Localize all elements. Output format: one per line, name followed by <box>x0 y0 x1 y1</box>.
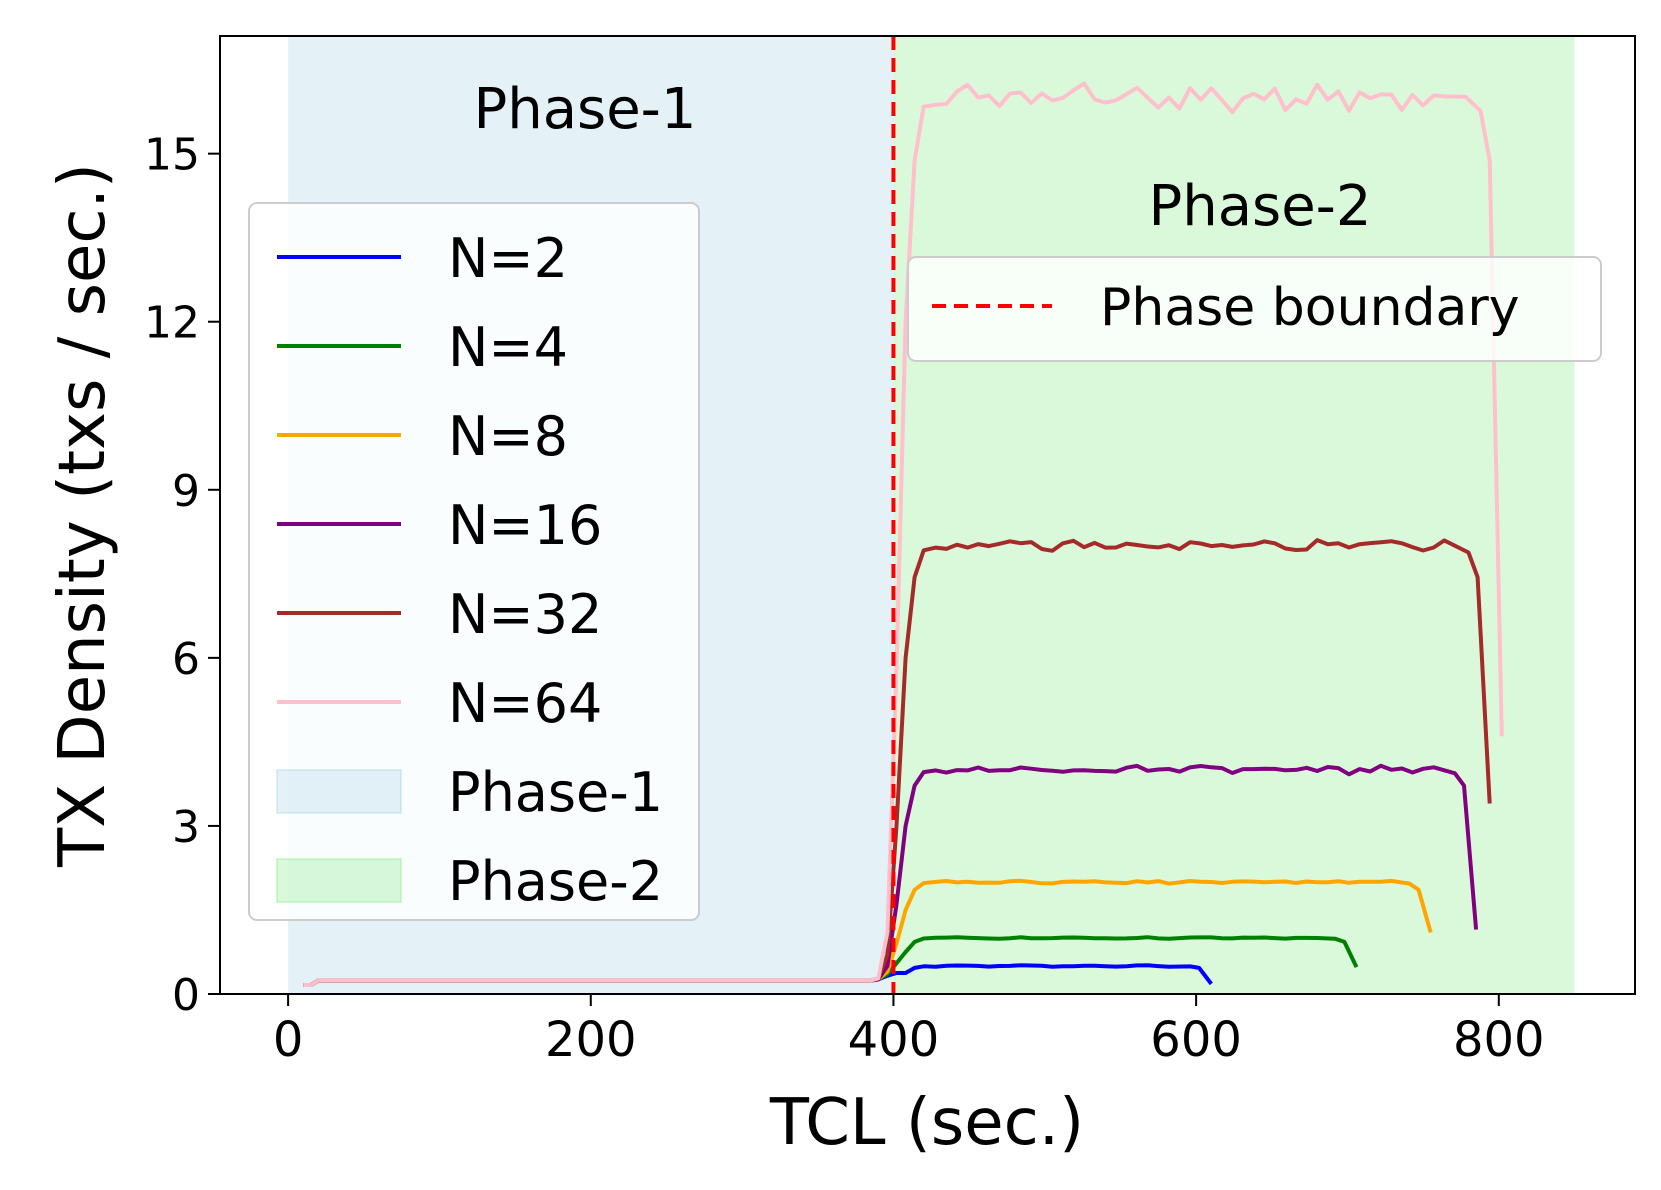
legend-boundary: Phase boundary <box>907 256 1602 362</box>
legend-label: N=16 <box>448 494 602 557</box>
legend-swatch <box>276 769 402 814</box>
legend-label: N=8 <box>448 405 568 468</box>
legend-label: N=4 <box>448 316 568 379</box>
legend-label: N=32 <box>448 583 602 646</box>
legend-label: N=2 <box>448 227 568 290</box>
legend-main-box <box>248 202 700 921</box>
phase-2-annotation: Phase-2 <box>1148 174 1371 239</box>
x-tick-label: 400 <box>848 1012 940 1068</box>
legend-label: Phase-1 <box>448 761 663 824</box>
y-tick-label: 12 <box>144 298 200 349</box>
phase-2-span <box>893 36 1575 994</box>
legend-label: N=64 <box>448 672 602 735</box>
series-group <box>303 81 1504 987</box>
x-tick-label: 800 <box>1453 1012 1545 1068</box>
x-axis-label: TCL (sec.) <box>769 1086 1084 1160</box>
y-tick-label: 15 <box>144 130 200 181</box>
phase-1-annotation: Phase-1 <box>473 77 696 142</box>
legend-label: Phase-2 <box>448 850 663 913</box>
y-axis-label: TX Density (txs / sec.) <box>46 163 120 868</box>
x-axis-ticks: 0 200 400 600 800 <box>273 994 1545 1068</box>
legend-swatch <box>276 858 402 903</box>
y-tick-label: 6 <box>172 634 200 685</box>
x-tick-label: 600 <box>1150 1012 1242 1068</box>
y-tick-label: 0 <box>172 970 200 1021</box>
x-tick-label: 0 <box>273 1012 304 1068</box>
series-line-n-64 <box>303 81 1504 987</box>
legend-main: N=2 N=4 N=8 N=16 N=32 N=64 Phase-1 Phase-2 <box>248 202 700 921</box>
legend-items: N=2 N=4 N=8 N=16 N=32 N=64 Phase-1 Phase-2 <box>276 227 663 913</box>
y-tick-label: 9 <box>172 466 200 517</box>
legend-boundary-box <box>907 256 1602 362</box>
plot-frame <box>219 35 1636 995</box>
x-tick-label: 200 <box>545 1012 637 1068</box>
y-tick-label: 3 <box>172 802 200 853</box>
legend-boundary-label: Phase boundary <box>1100 278 1520 338</box>
y-axis-ticks: 0 3 6 9 12 15 <box>144 130 220 1021</box>
